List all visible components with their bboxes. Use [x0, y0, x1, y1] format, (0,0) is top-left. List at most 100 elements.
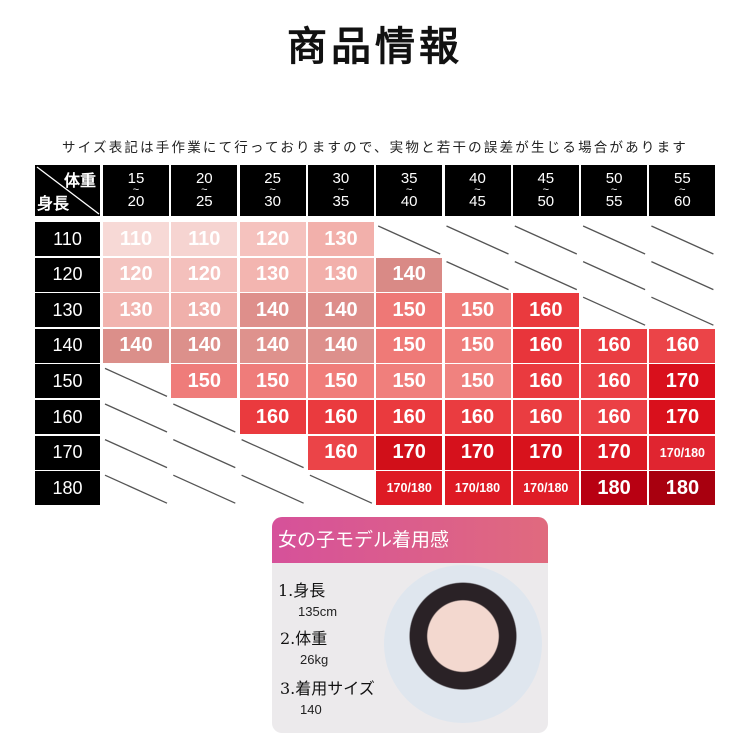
tilde: ~	[474, 184, 481, 196]
empty-cell-slash	[582, 225, 646, 255]
weight-max: 20	[127, 193, 145, 210]
weight-min: 55	[674, 170, 691, 187]
size-cell: 170/180	[376, 471, 443, 506]
size-cell: 180	[581, 471, 648, 506]
tilde: ~	[201, 184, 208, 196]
size-cell: 130	[239, 257, 306, 292]
size-cell: 150	[444, 293, 511, 328]
model-card: 女の子モデル着用感 1.身長 135cm 2.体重 26kg 3.着用サイズ 1…	[272, 517, 548, 733]
weight-header: 25 ~30	[239, 165, 306, 216]
weight-header: 55 ~60	[649, 165, 716, 216]
weight-min: 15	[127, 170, 145, 187]
weight-max: 35	[332, 193, 350, 210]
weight-min: 45	[537, 170, 555, 187]
height-label: 110	[35, 222, 100, 256]
tilde: ~	[679, 184, 686, 196]
size-cell: 160	[307, 400, 374, 434]
empty-cell-slash	[104, 367, 168, 397]
weight-header: 20 ~25	[171, 165, 238, 216]
weight-min: 20	[195, 170, 213, 187]
empty-cell-slash	[241, 439, 304, 469]
weight-max: 55	[605, 193, 623, 210]
size-cell: 170	[444, 435, 511, 470]
size-cell: 160	[581, 364, 648, 399]
size-cell: 170	[512, 435, 579, 470]
weight-header: 30 ~35	[307, 165, 374, 216]
weight-max: 40	[400, 193, 418, 210]
empty-cell-slash	[446, 261, 509, 291]
weight-axis-label: 体重	[63, 173, 96, 190]
empty-cell-slash	[104, 439, 168, 469]
weight-max: 30	[264, 193, 281, 210]
weight-min: 30	[332, 170, 350, 187]
size-cell: 160	[512, 364, 579, 399]
size-cell: 170	[581, 435, 648, 470]
empty-cell-slash	[651, 296, 714, 326]
height-label: 140	[35, 328, 100, 363]
size-cell: 150	[239, 364, 306, 399]
size-cell: 160	[581, 328, 648, 363]
size-cell: 160	[307, 435, 374, 470]
size-cell: 150	[444, 328, 511, 363]
size-cell: 130	[171, 293, 238, 328]
page-title: 商品情報	[287, 23, 463, 70]
weight-header: 35 ~40	[376, 165, 443, 216]
size-cell: 110	[171, 222, 238, 256]
size-cell: 150	[444, 364, 511, 399]
weight-header: 15 ~20	[103, 165, 169, 216]
size-cell: 150	[307, 364, 374, 399]
weight-min: 35	[400, 170, 418, 187]
size-cell: 170/180	[444, 471, 511, 506]
size-cell: 140	[239, 328, 306, 363]
size-cell: 140	[103, 328, 169, 363]
size-cell: 180	[649, 471, 716, 506]
size-cell: 170	[376, 435, 443, 470]
empty-cell-slash	[173, 439, 236, 469]
model-photo	[384, 565, 542, 723]
weight-header: 50 ~55	[581, 165, 648, 216]
weight-header: 45 ~50	[512, 165, 579, 216]
tilde: ~	[542, 184, 550, 196]
size-cell: 160	[444, 400, 511, 434]
size-cell: 140	[171, 328, 238, 363]
weight-max: 50	[537, 193, 555, 210]
size-cell: 160	[581, 400, 648, 434]
weight-max: 45	[469, 193, 486, 210]
empty-cell-slash	[241, 474, 304, 504]
empty-cell-slash	[104, 474, 168, 504]
size-cell: 150	[376, 364, 443, 399]
height-label: 160	[35, 400, 100, 434]
empty-cell-slash	[309, 474, 373, 504]
height-axis-label: 身長	[37, 196, 70, 213]
height-label: 120	[35, 257, 100, 292]
size-cell: 140	[307, 293, 374, 328]
empty-cell-slash	[104, 403, 168, 433]
model-height-label: 1.身長	[278, 581, 326, 600]
tilde: ~	[405, 184, 413, 196]
height-label: 150	[35, 364, 100, 399]
size-cell: 150	[376, 328, 443, 363]
size-cell: 160	[512, 400, 579, 434]
size-cell: 140	[239, 293, 306, 328]
empty-cell-slash	[514, 225, 578, 255]
model-weight-value: 26kg	[300, 652, 329, 667]
empty-cell-slash	[377, 225, 441, 255]
model-card-header: 女の子モデル着用感	[272, 517, 548, 563]
size-cell: 150	[171, 364, 238, 399]
empty-cell-slash	[651, 261, 714, 291]
model-height-value: 135cm	[298, 604, 338, 619]
empty-cell-slash	[446, 225, 509, 255]
size-cell: 170/180	[649, 435, 716, 470]
size-cell: 170	[649, 364, 716, 399]
size-cell: 120	[171, 257, 238, 292]
corner-diagonal	[36, 166, 100, 215]
size-cell: 130	[103, 293, 169, 328]
height-label: 170	[35, 435, 100, 470]
empty-cell-slash	[514, 261, 578, 291]
size-cell: 130	[307, 257, 374, 292]
empty-cell-slash	[173, 403, 236, 433]
size-cell: 140	[376, 257, 443, 292]
size-cell: 130	[307, 222, 374, 256]
size-cell: 150	[376, 293, 443, 328]
weight-max: 25	[195, 193, 213, 210]
